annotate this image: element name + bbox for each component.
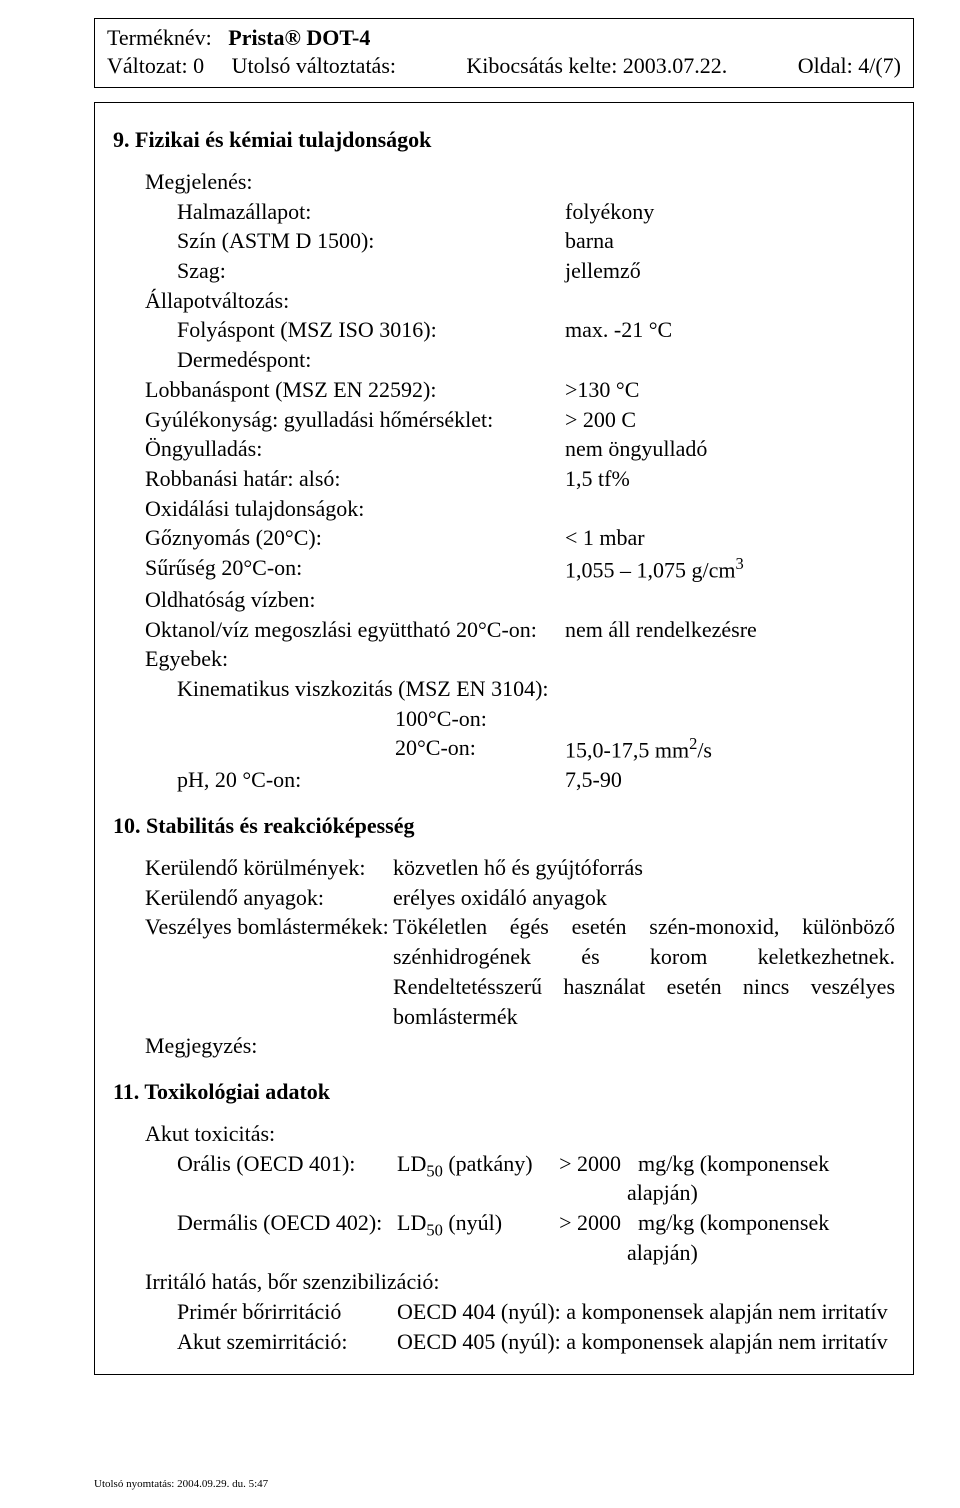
autoignition-label: Öngyulladás: <box>145 434 565 464</box>
irrit-header: Irritáló hatás, bőr szenzibilizáció: <box>145 1267 895 1297</box>
eye-label: Akut szemirritáció: <box>177 1327 397 1357</box>
hazdecomp-value: Tökéletlen égés esetén szén-monoxid, kül… <box>393 912 895 1031</box>
oral-ld-text: LD <box>397 1151 426 1176</box>
product-label: Terméknév: <box>107 25 212 50</box>
avoid-mat-value: erélyes oxidáló anyagok <box>393 883 895 913</box>
oral-unit-text: mg/kg (komponensek alapján) <box>627 1151 829 1206</box>
oral-row: Orális (OECD 401): LD50 (patkány) > 2000… <box>145 1149 895 1208</box>
avoid-cond-value: közvetlen hő és gyújtóforrás <box>393 853 895 883</box>
acute-label: Akut toxicitás: <box>145 1119 895 1149</box>
oral-gt: > 2000 <box>547 1149 627 1208</box>
state-label: Halmazállapot: <box>145 197 565 227</box>
footer-text: Utolsó nyomtatás: 2004.09.29. du. 5:47 <box>94 1478 268 1490</box>
explosion-label: Robbanási határ: alsó: <box>145 464 565 494</box>
explosion-value: 1,5 tf% <box>565 464 895 494</box>
skin-row: Primér bőrirritáció OECD 404 (nyúl): a k… <box>145 1297 895 1327</box>
state-value: folyékony <box>565 197 895 227</box>
ph-label: pH, 20 °C-on: <box>145 765 565 795</box>
flash-label: Lobbanáspont (MSZ EN 22592): <box>145 375 565 405</box>
kin20-value-suffix: /s <box>697 738 712 763</box>
page-label: Oldal: 4/(7) <box>798 53 901 79</box>
kin100-label: 100°C-on: <box>145 704 565 734</box>
ph-value: 7,5-90 <box>565 765 895 795</box>
color-value: barna <box>565 226 895 256</box>
other-label: Egyebek: <box>145 644 565 674</box>
skin-value: OECD 404 (nyúl): a komponensek alapján n… <box>397 1297 895 1327</box>
header-row-2: Változat: 0 Utolsó változtatás: Kibocsát… <box>107 53 901 79</box>
oral-unit: mg/kg (komponensek alapján) <box>627 1149 895 1208</box>
dermal-unit-text: mg/kg (komponensek alapján) <box>627 1210 829 1265</box>
issue-label: Kibocsátás kelte: 2003.07.22. <box>466 53 727 79</box>
body-box: 9. Fizikai és kémiai tulajdonságok Megje… <box>94 102 914 1375</box>
version-label: Változat: 0 <box>107 53 204 78</box>
pourpoint-value: max. -21 °C <box>565 315 895 345</box>
kinematic-label: Kinematikus viszkozitás (MSZ EN 3104): <box>145 674 565 704</box>
dermal-unit: mg/kg (komponensek alapján) <box>627 1208 895 1267</box>
dermal-gt: > 2000 <box>547 1208 627 1267</box>
avoid-cond-label: Kerülendő körülmények: <box>145 853 393 883</box>
avoid-mat-label: Kerülendő anyagok: <box>145 883 393 913</box>
oral-ld-sub: 50 <box>426 1161 443 1180</box>
octanol-label: Oktanol/víz megoszlási együttható 20°C-o… <box>145 615 565 645</box>
color-label: Szín (ASTM D 1500): <box>145 226 565 256</box>
hazdecomp-label: Veszélyes bomlástermékek: <box>145 912 393 1031</box>
dermal-label: Dermális (OECD 402): <box>177 1208 397 1267</box>
kin20-label: 20°C-on: <box>145 733 565 765</box>
autoignition-value: nem öngyulladó <box>565 434 895 464</box>
oral-label: Orális (OECD 401): <box>177 1149 397 1208</box>
header-row-1: Terméknév: Prista® DOT-4 <box>107 25 901 51</box>
product-name: Prista® DOT-4 <box>228 25 370 50</box>
dermal-ld-sub: 50 <box>426 1220 443 1239</box>
odor-label: Szag: <box>145 256 565 286</box>
density-value: 1,055 – 1,075 g/cm3 <box>565 553 895 585</box>
solubility-label: Oldhatóság vízben: <box>145 585 565 615</box>
dermal-row: Dermális (OECD 402): LD50 (nyúl) > 2000 … <box>145 1208 895 1267</box>
oral-ld: LD50 (patkány) <box>397 1149 547 1208</box>
eye-row: Akut szemirritáció: OECD 405 (nyúl): a k… <box>145 1327 895 1357</box>
flammability-label: Gyúlékonyság: gyulladási hőmérséklet: <box>145 405 565 435</box>
note-label: Megjegyzés: <box>145 1031 393 1061</box>
header-left: Változat: 0 Utolsó változtatás: <box>107 53 396 79</box>
page: Terméknév: Prista® DOT-4 Változat: 0 Uto… <box>0 0 960 1508</box>
dermal-ld-species: (nyúl) <box>443 1210 502 1235</box>
skin-label: Primér bőrirritáció <box>177 1297 397 1327</box>
oral-ld-species: (patkány) <box>443 1151 533 1176</box>
dermal-ld-text: LD <box>397 1210 426 1235</box>
last-change-label: Utolsó változtatás: <box>232 53 396 78</box>
kin20-value: 15,0-17,5 mm2/s <box>565 733 895 765</box>
oxid-label: Oxidálási tulajdonságok: <box>145 494 565 524</box>
vapor-value: < 1 mbar <box>565 523 895 553</box>
dermal-ld: LD50 (nyúl) <box>397 1208 547 1267</box>
octanol-value: nem áll rendelkezésre <box>565 615 895 645</box>
header-box: Terméknév: Prista® DOT-4 Változat: 0 Uto… <box>94 18 914 88</box>
flash-value: >130 °C <box>565 375 895 405</box>
statechange-label: Állapotváltozás: <box>145 286 565 316</box>
odor-value: jellemző <box>565 256 895 286</box>
kin20-value-prefix: 15,0-17,5 mm <box>565 738 689 763</box>
section-11-body: Akut toxicitás: Orális (OECD 401): LD50 … <box>145 1119 895 1357</box>
congeal-label: Dermedéspont: <box>145 345 565 375</box>
eye-value: OECD 405 (nyúl): a komponensek alapján n… <box>397 1327 895 1357</box>
density-label: Sűrűség 20°C-on: <box>145 553 565 585</box>
section-11-title: 11. Toxikológiai adatok <box>113 1079 895 1105</box>
density-value-prefix: 1,055 – 1,075 g/cm <box>565 557 736 582</box>
pourpoint-label: Folyáspont (MSZ ISO 3016): <box>145 315 565 345</box>
section-9-body: Megjelenés: Halmazállapot:folyékony Szín… <box>145 167 895 795</box>
density-value-sup: 3 <box>736 554 744 573</box>
section-10-title: 10. Stabilitás és reakcióképesség <box>113 813 895 839</box>
section-9-title: 9. Fizikai és kémiai tulajdonságok <box>113 127 895 153</box>
appearance-label: Megjelenés: <box>145 167 565 197</box>
vapor-label: Gőznyomás (20°C): <box>145 523 565 553</box>
flammability-value: > 200 C <box>565 405 895 435</box>
